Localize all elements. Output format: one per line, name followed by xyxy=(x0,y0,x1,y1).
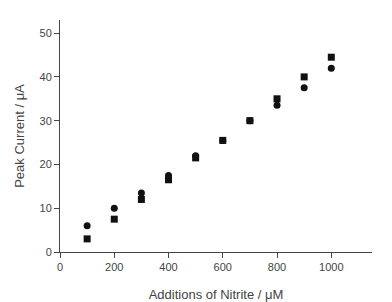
svg-text:40: 40 xyxy=(40,71,52,83)
svg-text:Peak Current / μA: Peak Current / μA xyxy=(12,84,27,188)
svg-text:20: 20 xyxy=(40,158,52,170)
svg-text:600: 600 xyxy=(214,261,232,273)
svg-text:0: 0 xyxy=(57,261,63,273)
svg-text:50: 50 xyxy=(40,27,52,39)
svg-text:200: 200 xyxy=(105,261,123,273)
svg-text:Additions of Nitrite / μM: Additions of Nitrite / μM xyxy=(149,287,284,302)
svg-text:10: 10 xyxy=(40,202,52,214)
svg-text:800: 800 xyxy=(268,261,286,273)
svg-text:1000: 1000 xyxy=(319,261,343,273)
svg-text:0: 0 xyxy=(46,246,52,258)
svg-text:400: 400 xyxy=(159,261,177,273)
svg-text:30: 30 xyxy=(40,115,52,127)
